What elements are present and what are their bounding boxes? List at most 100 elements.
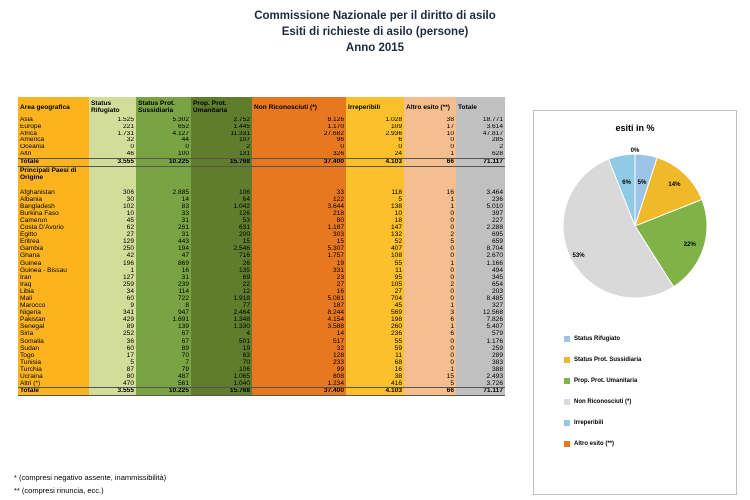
value-cell: 303 xyxy=(252,231,346,239)
row-label-cell: Iran xyxy=(18,273,89,281)
value-cell: 470 xyxy=(89,380,136,388)
legend-item: Status Prot. Sussidiaria xyxy=(564,354,641,366)
country-row: Iraq 259 239 22 27 105 2 654 xyxy=(18,280,505,288)
value-cell: 71.117 xyxy=(456,157,505,167)
value-cell: 67 xyxy=(136,337,191,345)
countries-heading: Principali Paesi di Origine xyxy=(18,166,89,189)
value-cell: 34 xyxy=(89,287,136,295)
value-cell: 14 xyxy=(136,195,191,203)
value-cell: 33 xyxy=(252,188,346,196)
row-label-cell: Bangladesh xyxy=(18,202,89,210)
value-cell: 345 xyxy=(456,273,505,281)
value-cell: 36 xyxy=(89,337,136,345)
country-row: Marocco 9 8 77 187 45 1 327 xyxy=(18,302,505,310)
value-cell: 0 xyxy=(404,144,456,151)
value-cell: 0 xyxy=(404,273,456,281)
country-row: Ghana 42 47 716 1.757 108 0 2.670 xyxy=(18,252,505,260)
value-cell: 106 xyxy=(191,188,252,196)
area-row: Africa 1.731 4.127 11.331 27.682 2.936 10 47.81… xyxy=(18,130,505,138)
row-label-cell: Egitto xyxy=(18,231,89,239)
value-cell: 55 xyxy=(346,259,404,267)
pie-slice-label: 6% xyxy=(622,180,631,186)
country-row: Burkina Faso 10 33 126 218 10 0 397 xyxy=(18,209,505,217)
value-cell: 53 xyxy=(191,216,252,225)
value-cell: 0 xyxy=(404,245,456,253)
row-label-cell: Tunisia xyxy=(18,358,89,366)
legend-swatch xyxy=(564,378,570,384)
value-cell: 1 xyxy=(404,365,456,374)
value-cell: 1.187 xyxy=(252,224,346,232)
value-cell: 83 xyxy=(136,202,191,210)
row-label-cell: Sudan xyxy=(18,344,89,352)
value-cell: 87 xyxy=(89,365,136,374)
empty-cell xyxy=(456,166,505,189)
row-label-cell: Nigeria xyxy=(18,309,89,317)
value-cell: 0 xyxy=(404,252,456,260)
value-cell: 118 xyxy=(346,188,404,196)
value-cell: 12.568 xyxy=(456,309,505,317)
value-cell: 0 xyxy=(404,216,456,225)
pie-legend: Status Rifugiato Status Prot. Sussidiaria… xyxy=(564,333,641,459)
value-cell: 5.307 xyxy=(252,245,346,253)
value-cell: 0 xyxy=(404,287,456,295)
value-cell: 32 xyxy=(252,344,346,352)
value-cell: 45 xyxy=(346,302,404,310)
legend-label: Altro esito (**) xyxy=(574,441,615,447)
country-row: Senegal 89 139 1.330 3.588 260 1 5.407 xyxy=(18,323,505,331)
value-cell: 10 xyxy=(404,130,456,138)
value-cell: 1 xyxy=(404,202,456,210)
value-cell: 0 xyxy=(404,337,456,345)
country-row: Mali 60 722 1.918 5.081 704 0 8.485 xyxy=(18,294,505,303)
value-cell: 1 xyxy=(404,259,456,267)
row-label-cell: Asia xyxy=(18,117,89,124)
legend-label: Status Prot. Sussidiaria xyxy=(574,357,642,363)
value-cell: 138 xyxy=(346,202,404,210)
row-label-cell: Ghana xyxy=(18,252,89,260)
value-cell: 67 xyxy=(136,330,191,338)
row-label-cell: Africa xyxy=(18,130,89,138)
legend-item: Altro esito (**) xyxy=(564,438,641,450)
value-cell: 66 xyxy=(404,387,456,396)
col-header-non-riconosciuti: Non Riconosciuti (*) xyxy=(252,97,346,117)
value-cell: 2 xyxy=(191,144,252,151)
value-cell: 227 xyxy=(456,216,505,225)
country-row: Costa D'Avorio 62 261 631 1.187 147 0 2.288 xyxy=(18,224,505,232)
table-header-row: Area geografica Status Rifugiato Status … xyxy=(18,97,505,117)
country-row: Camerun 45 31 53 80 18 0 227 xyxy=(18,216,505,225)
row-label-cell: Turchia xyxy=(18,365,89,374)
country-row: Egitto 27 31 200 303 132 2 695 xyxy=(18,231,505,239)
footnote-1: * (compresi negativo assente, inammissib… xyxy=(14,473,167,482)
value-cell: 3 xyxy=(404,309,456,317)
value-cell: 2.936 xyxy=(346,130,404,138)
value-cell: 187 xyxy=(252,302,346,310)
value-cell: 37.400 xyxy=(252,387,346,396)
value-cell: 8.244 xyxy=(252,309,346,317)
pie-chart-panel: esiti in % 5% 14% 22% 53% 6% 0% Status Rifugi… xyxy=(533,110,737,495)
country-row: Afghanistan 306 2.885 106 33 118 16 3.464 xyxy=(18,188,505,196)
legend-label: Non Riconosciuti (*) xyxy=(574,399,632,405)
value-cell: 8 xyxy=(136,302,191,310)
value-cell: 2.670 xyxy=(456,252,505,260)
empty-cell xyxy=(346,166,404,189)
value-cell: 0 xyxy=(252,144,346,151)
value-cell: 0 xyxy=(404,209,456,217)
value-cell: 30 xyxy=(89,195,136,203)
value-cell: 1.330 xyxy=(191,323,252,331)
value-cell: 27 xyxy=(252,280,346,288)
value-cell: 11 xyxy=(346,351,404,359)
value-cell: 64 xyxy=(191,195,252,203)
value-cell: 196 xyxy=(89,259,136,267)
value-cell: 0 xyxy=(404,294,456,303)
value-cell: 63 xyxy=(191,351,252,359)
country-row: Siria 252 67 4 14 236 6 579 xyxy=(18,330,505,338)
col-header-irreperibili: Irreperibili xyxy=(346,97,404,117)
value-cell: 107 xyxy=(191,137,252,145)
area-row: Asia 1.525 5.302 2.752 8.126 1.028 38 18.771 xyxy=(18,117,505,124)
value-cell: 0 xyxy=(404,224,456,232)
value-cell: 47.817 xyxy=(456,130,505,138)
empty-cell xyxy=(404,166,456,189)
value-cell: 14 xyxy=(252,330,346,338)
col-header-totale: Totale xyxy=(456,97,505,117)
value-cell: 15.768 xyxy=(191,387,252,396)
legend-swatch xyxy=(564,399,570,405)
